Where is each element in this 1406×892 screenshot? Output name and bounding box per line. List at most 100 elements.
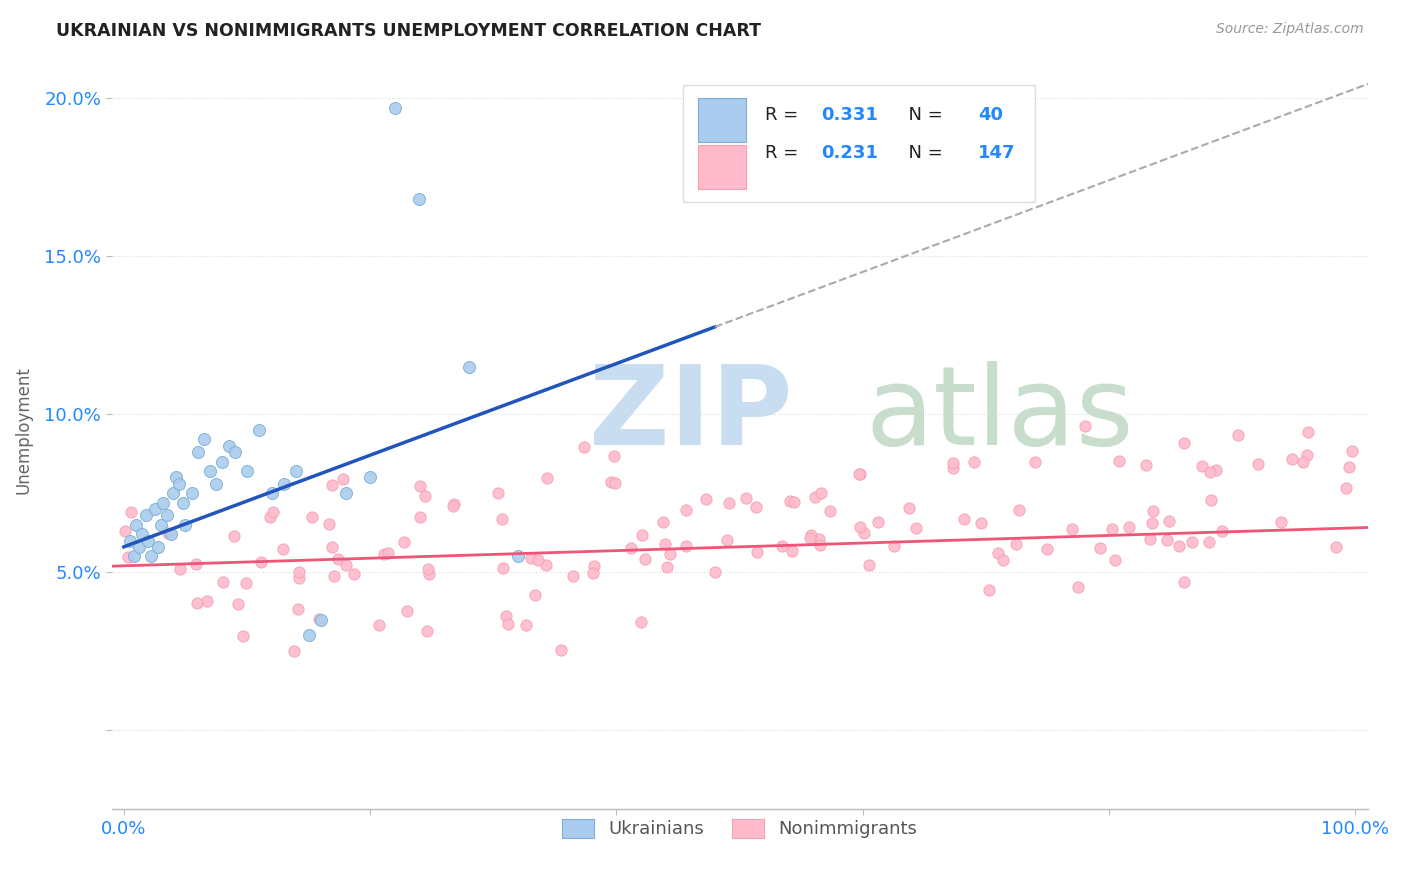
Point (1246, 457, 1268, 471)
Point (526, 553, 548, 567)
Point (630, 528, 652, 542)
Point (1211, 524, 1233, 538)
Point (808, 538, 831, 552)
Point (139, 549, 162, 564)
Point (745, 545, 768, 559)
Point (205, 476, 228, 491)
Point (942, 456, 965, 470)
Text: Source: ZipAtlas.com: Source: ZipAtlas.com (1216, 22, 1364, 37)
Point (416, 562, 439, 576)
Point (384, 101, 406, 115)
Legend: Ukrainians, Nonimmigrants: Ukrainians, Nonimmigrants (554, 812, 925, 846)
Point (409, 478, 432, 492)
Point (630, 615, 652, 629)
Point (1339, 459, 1361, 474)
Point (652, 515, 675, 529)
Point (1205, 463, 1227, 477)
Point (962, 455, 984, 469)
Point (1292, 454, 1315, 468)
Point (1074, 419, 1097, 434)
Point (536, 471, 558, 485)
Text: 40: 40 (979, 106, 1004, 124)
Point (308, 612, 330, 626)
Point (235, 575, 257, 590)
Point (808, 532, 831, 546)
Point (1296, 425, 1319, 439)
Point (167, 476, 190, 491)
Point (703, 565, 725, 579)
Point (495, 608, 517, 623)
Point (125, 517, 148, 532)
Point (783, 495, 806, 509)
Point (492, 560, 515, 574)
Point (1139, 533, 1161, 547)
Point (534, 558, 557, 573)
Point (779, 493, 801, 508)
Point (193, 433, 215, 447)
Point (159, 527, 181, 541)
Point (323, 569, 346, 583)
Point (343, 567, 366, 582)
Point (800, 527, 823, 541)
Point (359, 470, 381, 484)
Point (853, 526, 876, 541)
Point (695, 491, 717, 506)
Point (184, 557, 207, 571)
Point (496, 617, 519, 632)
Point (118, 533, 141, 548)
Point (675, 540, 697, 554)
Point (970, 516, 993, 530)
Point (515, 617, 537, 632)
Point (716, 533, 738, 547)
Point (148, 540, 170, 554)
Text: R =: R = (765, 145, 804, 162)
Point (1060, 522, 1083, 536)
Point (120, 505, 142, 519)
Point (443, 496, 465, 510)
Point (572, 440, 595, 454)
Point (1168, 539, 1191, 553)
Point (1142, 504, 1164, 518)
Point (318, 516, 340, 531)
Point (172, 495, 194, 509)
Point (1140, 516, 1163, 530)
Point (523, 588, 546, 602)
Point (717, 496, 740, 510)
Point (211, 454, 233, 468)
Point (1066, 580, 1088, 594)
Point (332, 472, 354, 486)
Point (309, 613, 332, 627)
Point (186, 596, 208, 610)
Point (212, 574, 235, 589)
Point (135, 508, 157, 523)
Point (1226, 427, 1249, 442)
Point (734, 491, 756, 505)
Bar (699, 145, 747, 189)
Point (156, 508, 179, 523)
Point (952, 512, 974, 526)
Point (582, 566, 605, 580)
Point (198, 464, 221, 478)
Point (1281, 452, 1303, 467)
Point (373, 547, 395, 561)
Point (392, 535, 415, 549)
Point (273, 476, 295, 491)
Point (226, 597, 249, 611)
Text: N =: N = (897, 106, 948, 124)
Point (883, 539, 905, 553)
Point (285, 464, 308, 478)
Point (301, 510, 323, 524)
Point (1199, 493, 1222, 508)
Point (367, 617, 389, 632)
Point (321, 540, 343, 554)
Point (162, 486, 184, 500)
Point (1270, 516, 1292, 530)
Point (1156, 533, 1178, 547)
Point (131, 527, 153, 541)
Point (745, 500, 768, 515)
Point (321, 478, 343, 492)
Point (1181, 534, 1204, 549)
Text: ZIP: ZIP (589, 361, 792, 468)
Point (117, 550, 139, 565)
Point (287, 571, 309, 585)
